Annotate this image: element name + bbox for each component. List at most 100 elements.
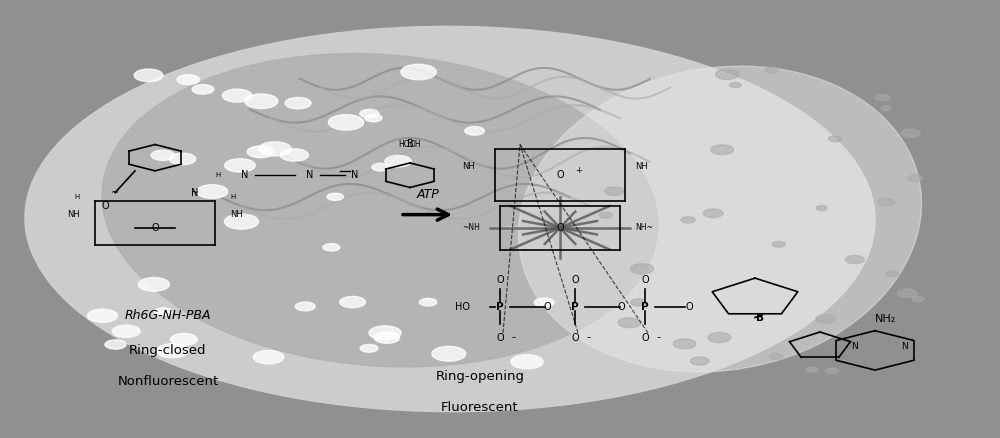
Circle shape (197, 185, 228, 198)
Text: NH: NH (67, 210, 80, 219)
Text: HO: HO (455, 302, 470, 311)
Text: O: O (496, 333, 504, 343)
Text: O: O (618, 302, 626, 311)
Text: O: O (556, 223, 564, 233)
Circle shape (673, 339, 696, 349)
Circle shape (703, 209, 723, 218)
Circle shape (897, 289, 917, 297)
Text: NH~: NH~ (635, 223, 653, 232)
Circle shape (729, 82, 741, 88)
Text: ~: ~ (111, 188, 119, 198)
Circle shape (534, 298, 554, 307)
Circle shape (912, 296, 924, 301)
Text: O: O (496, 275, 504, 285)
Circle shape (372, 163, 389, 171)
Text: B: B (756, 313, 764, 323)
Text: NH: NH (462, 162, 475, 171)
Circle shape (886, 271, 899, 277)
Circle shape (156, 344, 189, 358)
Circle shape (881, 106, 891, 111)
Circle shape (432, 346, 466, 361)
Circle shape (360, 344, 378, 352)
Circle shape (245, 94, 278, 109)
Circle shape (769, 353, 783, 360)
Circle shape (192, 85, 214, 94)
Text: N: N (351, 170, 359, 180)
Circle shape (599, 212, 612, 218)
Circle shape (465, 127, 484, 135)
Text: NH: NH (635, 162, 648, 171)
Circle shape (807, 367, 818, 372)
Circle shape (385, 155, 411, 167)
Circle shape (87, 309, 118, 322)
Circle shape (369, 326, 401, 340)
Circle shape (247, 146, 274, 158)
Text: Nonfluorescent: Nonfluorescent (117, 374, 219, 388)
Text: H: H (230, 194, 235, 200)
Circle shape (112, 325, 140, 337)
Circle shape (224, 214, 259, 229)
Circle shape (681, 217, 695, 223)
Circle shape (829, 136, 842, 142)
Circle shape (711, 145, 734, 155)
Circle shape (374, 332, 400, 343)
Text: O: O (151, 223, 159, 233)
Circle shape (360, 110, 379, 118)
Text: +: + (575, 166, 582, 175)
Text: ATP: ATP (417, 188, 439, 201)
Circle shape (816, 205, 827, 211)
Circle shape (875, 95, 890, 101)
Text: O: O (685, 302, 693, 311)
Circle shape (716, 69, 739, 79)
Text: N: N (241, 170, 249, 180)
Text: P: P (496, 302, 504, 311)
Text: Ring-opening: Ring-opening (436, 370, 524, 383)
Circle shape (708, 332, 731, 343)
Text: N: N (306, 170, 314, 180)
Circle shape (401, 64, 436, 80)
Text: N: N (191, 188, 199, 198)
Ellipse shape (102, 53, 658, 367)
Circle shape (690, 357, 709, 365)
Circle shape (323, 244, 340, 251)
Text: N: N (852, 342, 858, 350)
Text: N: N (902, 342, 908, 350)
Text: Ring-closed: Ring-closed (129, 344, 207, 357)
Text: P: P (571, 302, 579, 311)
Circle shape (877, 198, 895, 206)
Text: Rh6G-NH-PBA: Rh6G-NH-PBA (125, 309, 211, 322)
Circle shape (816, 314, 836, 323)
Text: OH: OH (410, 140, 422, 149)
Circle shape (169, 153, 196, 165)
Text: B: B (407, 139, 413, 149)
Text: O: O (543, 302, 551, 311)
Text: ~: ~ (191, 188, 199, 198)
Circle shape (155, 308, 172, 315)
Text: NH: NH (230, 210, 243, 219)
Circle shape (138, 278, 169, 291)
Text: NH₂: NH₂ (874, 314, 896, 324)
Circle shape (901, 129, 920, 138)
Circle shape (225, 159, 255, 172)
Circle shape (328, 115, 364, 130)
Text: Fluorescent: Fluorescent (441, 401, 519, 414)
Text: O: O (571, 333, 579, 343)
Polygon shape (490, 197, 630, 258)
Circle shape (365, 114, 382, 122)
Ellipse shape (25, 26, 875, 412)
Circle shape (340, 297, 366, 308)
Circle shape (765, 67, 778, 73)
Circle shape (630, 264, 654, 274)
Circle shape (419, 298, 437, 306)
Circle shape (845, 255, 864, 264)
Text: O: O (101, 201, 109, 212)
Text: H: H (75, 194, 80, 200)
Circle shape (631, 299, 647, 306)
Text: O: O (641, 275, 649, 285)
Ellipse shape (518, 66, 922, 372)
Text: –: – (657, 333, 661, 342)
Circle shape (222, 89, 252, 102)
Text: –: – (512, 333, 516, 342)
Text: –: – (587, 333, 591, 342)
Circle shape (177, 74, 199, 85)
